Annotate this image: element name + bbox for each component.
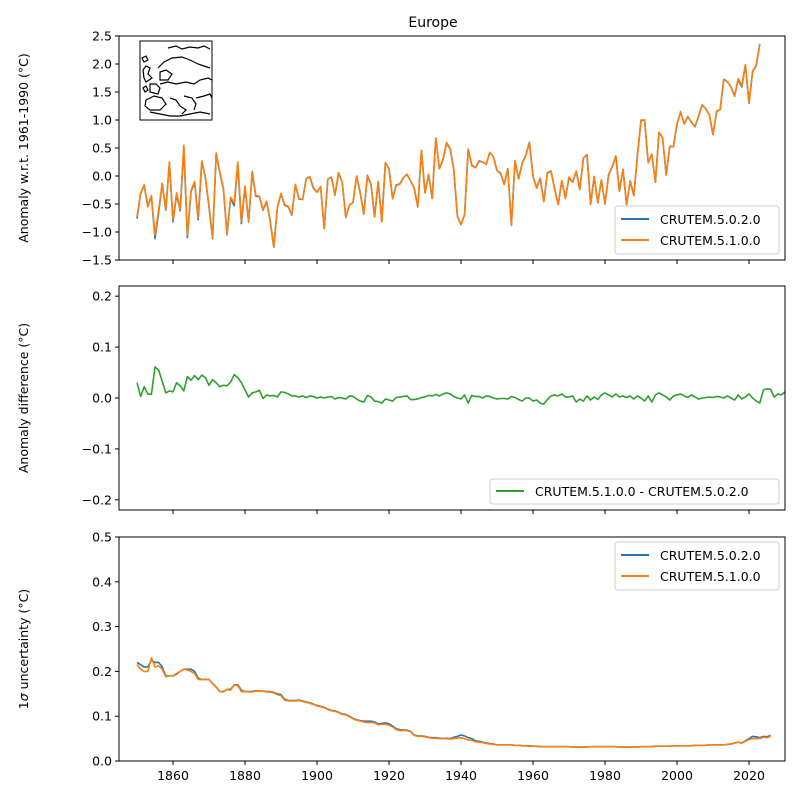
y-tick-label: −0.5 <box>82 197 112 212</box>
x-tick-label: 1960 <box>517 768 549 783</box>
y-tick-label: 0.5 <box>92 530 112 545</box>
legend-label-crutem-5-0-2-0: CRUTEM.5.0.2.0 <box>660 212 761 227</box>
y-tick-label: 0.2 <box>92 664 112 679</box>
uncertainty-plot-area: 0.0 0.1 0.2 0.3 0.4 0.5 1860 1880 1900 1920 1940 19… <box>92 530 786 783</box>
anomaly-plot-area: −1.5 −1.0 −0.5 0.0 0.5 1.0 1.5 2.0 2.5 <box>82 29 786 268</box>
legend-label-difference: CRUTEM.5.1.0.0 - CRUTEM.5.0.2.0 <box>535 484 749 499</box>
legend-box <box>614 541 780 591</box>
y-tick-label: 1.0 <box>92 113 112 128</box>
region-map-inset <box>139 40 213 121</box>
panel-anomaly: −1.5 −1.0 −0.5 0.0 0.5 1.0 1.5 2.0 2.5 <box>16 29 786 268</box>
series-line-crutem-5-1-0-0-crutem-5-0-2-0 <box>136 366 785 405</box>
panel-uncertainty: 0.0 0.1 0.2 0.3 0.4 0.5 1860 1880 1900 1920 1940 19… <box>16 530 786 783</box>
y-tick-label: 0.2 <box>92 289 112 304</box>
y-tick-label: 2.0 <box>92 57 112 72</box>
x-tick-label: 1920 <box>373 768 405 783</box>
y-tick-label: −1.0 <box>82 225 112 240</box>
x-tick-label: 2020 <box>733 768 765 783</box>
x-tick-label: 1940 <box>445 768 477 783</box>
anomaly-legend: CRUTEM.5.0.2.0 CRUTEM.5.1.0.0 <box>614 205 780 255</box>
panel-difference: −0.2 −0.1 0.0 0.1 0.2 CRUTEM.5.1.0.0 - CRUTE… <box>16 285 786 514</box>
y-tick-label: 0.1 <box>92 709 112 724</box>
y-axis-label: 1σ uncertainty (°C) <box>16 589 31 709</box>
y-tick-label: 2.5 <box>92 29 112 44</box>
difference-legend: CRUTEM.5.1.0.0 - CRUTEM.5.0.2.0 <box>489 478 780 505</box>
uncertainty-legend: CRUTEM.5.0.2.0 CRUTEM.5.1.0.0 <box>614 541 780 591</box>
x-tick-label: 1980 <box>589 768 621 783</box>
y-tick-label: 0.4 <box>92 574 112 589</box>
axes-frame <box>118 35 786 261</box>
europe-coastline-icon <box>141 45 213 117</box>
x-tick-label: 1860 <box>157 768 189 783</box>
y-tick-label: 1.5 <box>92 85 112 100</box>
map-inset-frame <box>139 40 213 121</box>
axes-frame <box>118 285 786 511</box>
legend-box <box>489 478 780 505</box>
legend-label-crutem-5-1-0-0: CRUTEM.5.1.0.0 <box>660 569 761 584</box>
series-line-crutem-5-0-2-0 <box>136 659 771 748</box>
y-axis-label: Anomaly difference (°C) <box>16 323 31 473</box>
axes-frame <box>118 536 786 762</box>
y-tick-label: 0.0 <box>92 754 112 769</box>
y-tick-label: −0.2 <box>82 492 112 507</box>
x-tick-label: 1880 <box>229 768 261 783</box>
legend-label-crutem-5-1-0-0: CRUTEM.5.1.0.0 <box>660 233 761 248</box>
y-tick-label: 0.0 <box>92 169 112 184</box>
y-axis-label: Anomaly w.r.t. 1961-1990 (°C) <box>16 53 31 243</box>
series-line-crutem-5-1-0-0 <box>136 657 771 748</box>
y-tick-label: 0.0 <box>92 391 112 406</box>
difference-plot-area: −0.2 −0.1 0.0 0.1 0.2 <box>82 285 786 514</box>
y-tick-label: −0.1 <box>82 441 112 456</box>
y-tick-label: −1.5 <box>82 253 112 268</box>
y-tick-label: 0.5 <box>92 141 112 156</box>
y-tick-label: 0.3 <box>92 619 112 634</box>
x-tick-label: 2000 <box>661 768 693 783</box>
legend-box <box>614 205 780 255</box>
series-line-crutem-5-1-0-0 <box>136 43 761 248</box>
x-tick-label: 1900 <box>301 768 333 783</box>
legend-label-crutem-5-0-2-0: CRUTEM.5.0.2.0 <box>660 548 761 563</box>
y-tick-label: 0.1 <box>92 340 112 355</box>
chart-title: Europe <box>408 15 457 31</box>
